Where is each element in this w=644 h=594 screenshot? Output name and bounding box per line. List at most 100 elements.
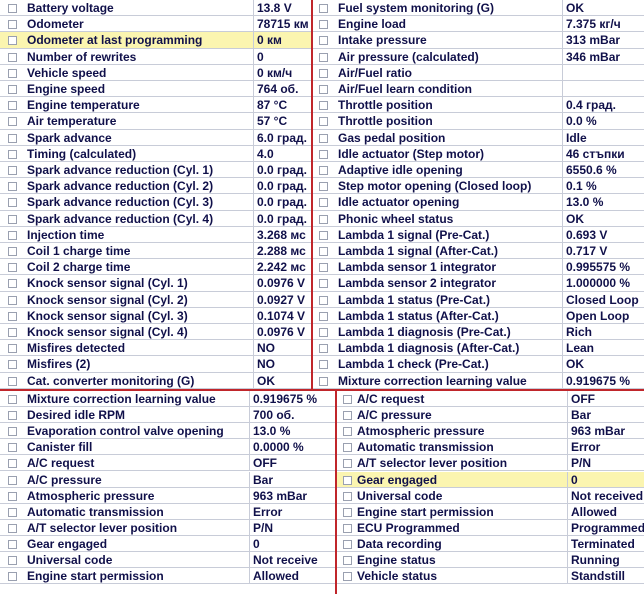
checkbox[interactable]: [8, 411, 17, 421]
checkbox[interactable]: [8, 214, 17, 224]
checkbox[interactable]: [319, 230, 328, 240]
checkbox[interactable]: [343, 427, 352, 437]
checkbox[interactable]: [343, 523, 352, 533]
checkbox[interactable]: [319, 85, 328, 94]
parameter-name: Gear engaged: [27, 536, 108, 551]
checkbox[interactable]: [8, 4, 17, 13]
checkbox[interactable]: [8, 68, 17, 78]
column-separator: [562, 356, 563, 372]
checkbox[interactable]: [319, 328, 328, 337]
checkbox[interactable]: [319, 295, 328, 305]
checkbox[interactable]: [8, 36, 17, 46]
checkbox[interactable]: [343, 507, 352, 517]
checkbox[interactable]: [319, 376, 328, 386]
checkbox[interactable]: [8, 166, 17, 175]
checkbox[interactable]: [8, 263, 17, 273]
checkbox[interactable]: [8, 230, 17, 240]
parameter-name: Lambda 1 signal (After-Cat.): [338, 244, 499, 258]
parameter-name: Gas pedal position: [338, 130, 446, 145]
checkbox[interactable]: [8, 328, 17, 337]
checkbox[interactable]: [319, 101, 328, 111]
checkbox[interactable]: [319, 117, 328, 127]
checkbox[interactable]: [343, 443, 352, 453]
checkbox[interactable]: [8, 427, 17, 437]
column-separator: [253, 291, 254, 307]
parameter-value: OK: [257, 373, 275, 388]
checkbox[interactable]: [319, 279, 328, 289]
table-row: Data recording Terminated: [337, 535, 644, 552]
checkbox[interactable]: [319, 133, 328, 143]
parameter-name: Mixture correction learning value: [27, 392, 216, 406]
checkbox[interactable]: [319, 311, 328, 321]
checkbox[interactable]: [319, 182, 328, 192]
checkbox[interactable]: [319, 52, 328, 62]
checkbox[interactable]: [8, 149, 17, 159]
column-separator: [562, 145, 563, 161]
checkbox[interactable]: [8, 117, 17, 127]
checkbox[interactable]: [8, 572, 17, 582]
column-separator: [562, 64, 563, 80]
checkbox[interactable]: [319, 344, 328, 354]
checkbox[interactable]: [8, 20, 17, 30]
checkbox[interactable]: [343, 539, 352, 549]
checkbox[interactable]: [319, 36, 328, 46]
checkbox[interactable]: [8, 459, 17, 469]
checkbox[interactable]: [8, 279, 17, 289]
checkbox[interactable]: [8, 198, 17, 208]
checkbox[interactable]: [8, 507, 17, 517]
checkbox[interactable]: [8, 475, 17, 485]
checkbox[interactable]: [8, 52, 17, 62]
parameter-name: Timing (calculated): [27, 146, 137, 161]
column-separator: [249, 519, 250, 535]
checkbox[interactable]: [8, 523, 17, 533]
parameter-value: 0.0 град.: [257, 211, 307, 226]
checkbox[interactable]: [8, 182, 17, 192]
checkbox[interactable]: [8, 101, 17, 111]
table-row: Throttle position 0.4 град.: [313, 97, 644, 114]
checkbox[interactable]: [8, 556, 17, 565]
column-separator: [253, 64, 254, 80]
checkbox[interactable]: [343, 459, 352, 469]
checkbox[interactable]: [8, 133, 17, 143]
column-separator: [249, 439, 250, 455]
checkbox[interactable]: [8, 311, 17, 321]
checkbox[interactable]: [8, 247, 17, 256]
checkbox[interactable]: [319, 214, 328, 224]
checkbox[interactable]: [8, 491, 17, 501]
checkbox[interactable]: [8, 395, 17, 404]
checkbox[interactable]: [319, 198, 328, 208]
table-row: Mixture correction learning value 0.91967…: [313, 372, 644, 389]
table-row: Engine status Running: [337, 552, 644, 569]
checkbox[interactable]: [8, 376, 17, 386]
checkbox[interactable]: [319, 149, 328, 159]
checkbox[interactable]: [343, 411, 352, 421]
checkbox[interactable]: [8, 295, 17, 305]
checkbox[interactable]: [343, 475, 352, 485]
checkbox[interactable]: [8, 85, 17, 94]
checkbox[interactable]: [343, 556, 352, 565]
checkbox[interactable]: [319, 166, 328, 175]
checkbox[interactable]: [8, 360, 17, 370]
checkbox[interactable]: [8, 443, 17, 453]
parameter-value: 963 mBar: [253, 488, 308, 503]
parameter-name: Throttle position: [338, 98, 433, 113]
parameter-value: 2.288 мс: [257, 244, 306, 258]
checkbox[interactable]: [8, 344, 17, 354]
checkbox[interactable]: [319, 68, 328, 78]
table-row: Spark advance reduction (Cyl. 2) 0.0 град…: [0, 178, 312, 195]
column-separator: [249, 407, 250, 423]
checkbox[interactable]: [319, 247, 328, 256]
column-separator: [253, 226, 254, 242]
table-row: Spark advance reduction (Cyl. 4) 0.0 град…: [0, 210, 312, 227]
checkbox[interactable]: [319, 263, 328, 273]
checkbox[interactable]: [319, 4, 328, 13]
checkbox[interactable]: [319, 20, 328, 30]
table-row: Intake pressure 313 mBar: [313, 32, 644, 49]
table-row: Universal code Not receive: [0, 552, 336, 569]
checkbox[interactable]: [343, 572, 352, 582]
column-separator: [253, 81, 254, 97]
checkbox[interactable]: [343, 395, 352, 404]
checkbox[interactable]: [343, 491, 352, 501]
checkbox[interactable]: [319, 360, 328, 370]
checkbox[interactable]: [8, 539, 17, 549]
